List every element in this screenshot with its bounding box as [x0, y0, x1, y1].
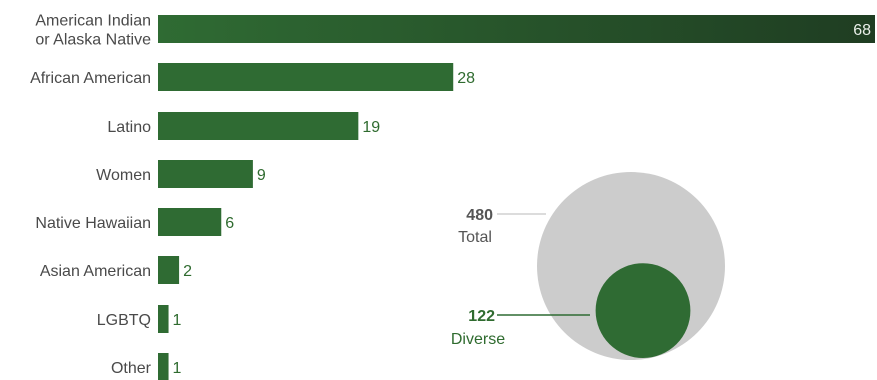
category-label: Women	[96, 167, 151, 184]
category-label: African American	[30, 70, 151, 87]
value-label: 6	[225, 215, 234, 232]
value-label: 1	[173, 360, 182, 377]
total-label: Total	[458, 229, 492, 246]
value-label: 28	[457, 70, 475, 87]
value-label: 2	[183, 263, 192, 280]
category-label: or Alaska Native	[35, 32, 151, 49]
bar-chart: American Indian or Alaska Native 68 African…	[30, 13, 875, 380]
value-label: 1	[173, 312, 182, 329]
category-label: Native Hawaiian	[35, 215, 151, 232]
category-label: American Indian	[35, 13, 151, 30]
diverse-label: Diverse	[451, 331, 505, 348]
bar	[158, 15, 875, 43]
diverse-value: 122	[468, 308, 495, 325]
bar	[158, 208, 222, 236]
value-label: 68	[853, 22, 871, 39]
total-value: 480	[466, 207, 493, 224]
bubble-chart: 480 Total 122 Diverse	[451, 172, 725, 360]
category-label: Asian American	[40, 263, 151, 280]
bar	[158, 353, 169, 380]
bar	[158, 256, 180, 284]
category-label: LGBTQ	[97, 312, 151, 329]
category-label: Latino	[107, 119, 151, 136]
value-label: 9	[257, 167, 266, 184]
diverse-circle	[595, 263, 691, 358]
bar	[158, 63, 454, 91]
category-label: Other	[111, 360, 152, 377]
bar	[158, 112, 359, 140]
bar	[158, 305, 169, 333]
bar	[158, 160, 253, 188]
value-label: 19	[362, 119, 380, 136]
